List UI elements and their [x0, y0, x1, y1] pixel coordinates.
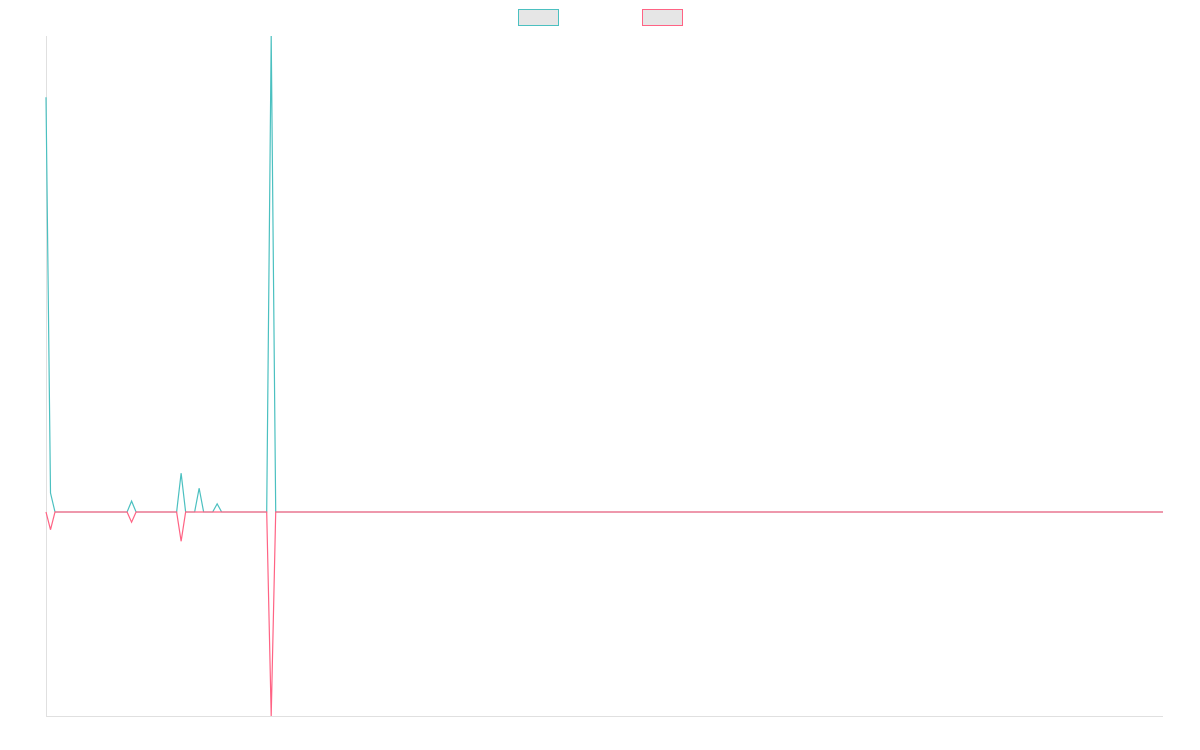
data-line: [45, 35, 1163, 513]
data-line: [45, 511, 1163, 717]
legend-swatch: [518, 9, 559, 26]
legend-swatch: [642, 9, 683, 26]
